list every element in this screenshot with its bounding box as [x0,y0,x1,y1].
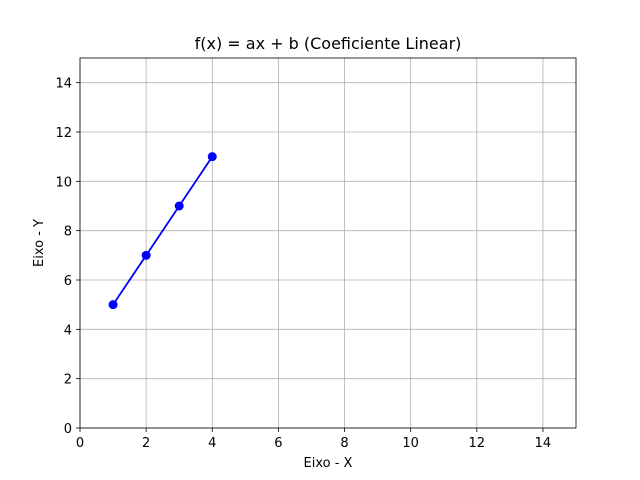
x-tick-label: 0 [76,436,84,451]
data-point [174,201,184,211]
grid [79,58,576,429]
x-axis-label: Eixo - X [304,456,353,471]
data-point [141,250,151,260]
plot-frame [79,57,577,429]
y-tick-label: 2 [64,373,72,388]
x-tick-label: 12 [469,436,486,451]
y-axis-label: Eixo - Y [32,219,47,267]
y-tick-label: 6 [64,274,72,289]
data-point [108,300,118,310]
x-tick-label: 6 [274,436,282,451]
y-tick-label: 14 [55,77,72,92]
y-tick-label: 8 [64,225,72,240]
x-tick-label: 2 [142,436,150,451]
data-point [207,152,217,162]
x-tick-label: 10 [402,436,419,451]
series-line [112,156,214,306]
chart-title: f(x) = ax + b (Coeficiente Linear) [195,34,462,53]
y-tick-label: 12 [55,126,72,141]
x-axis: 0 2 4 6 8 10 12 14 [76,428,551,451]
x-tick-label: 14 [535,436,552,451]
y-tick-label: 4 [64,323,72,338]
y-tick-label: 10 [55,175,72,190]
x-tick-label: 8 [340,436,348,451]
series-group [108,152,217,310]
y-tick-label: 0 [64,422,72,437]
y-axis: 0 2 4 6 8 10 12 14 [55,77,80,437]
x-tick-label: 4 [208,436,216,451]
